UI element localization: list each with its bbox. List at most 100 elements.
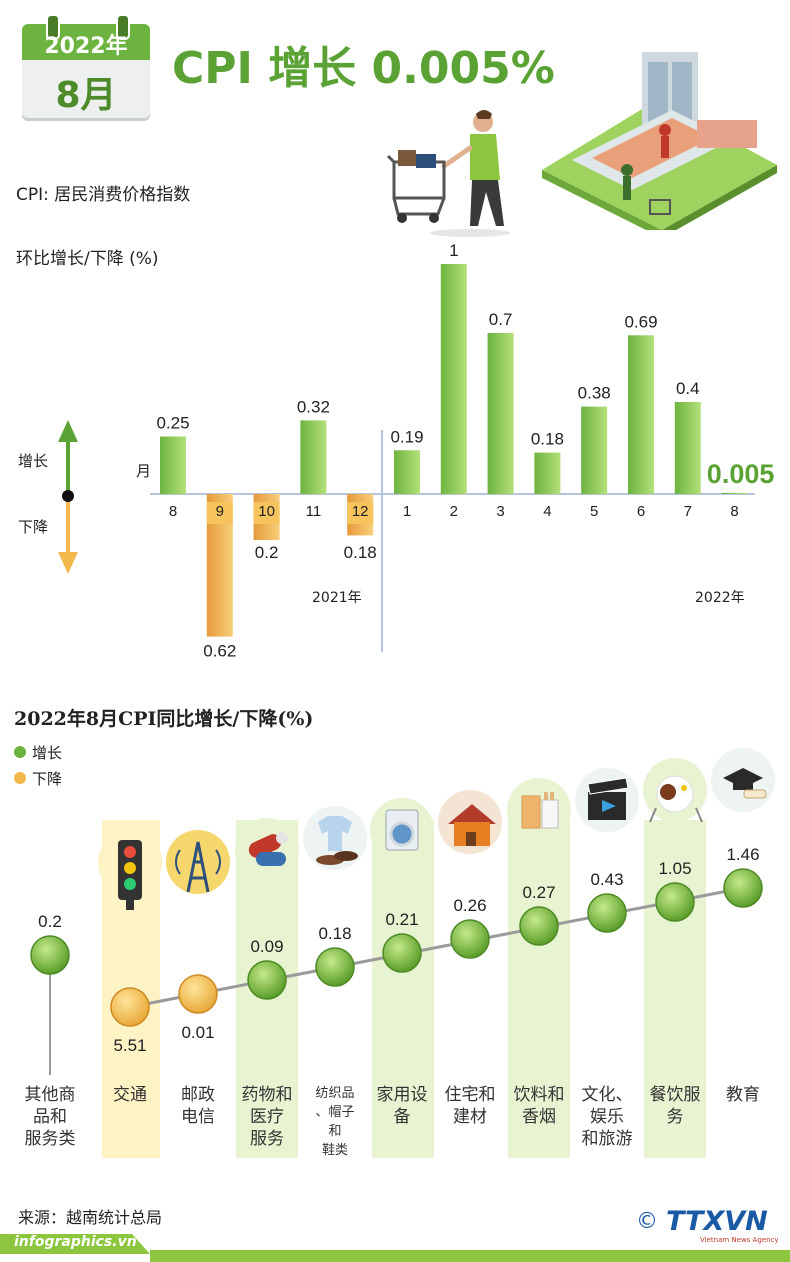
down-arrow-icon — [58, 552, 78, 574]
shopping-cart-icon — [386, 110, 510, 237]
bar-10 — [628, 335, 654, 494]
food-plate-icon — [643, 758, 707, 823]
legend-decline-label: 下降 — [32, 770, 63, 788]
dot-5 — [382, 933, 422, 973]
month-tick-label: 2 — [450, 503, 458, 520]
dot-value-label: 0.18 — [318, 924, 351, 943]
category-label: 交通 — [95, 1084, 165, 1106]
radio-tower-icon — [166, 830, 230, 894]
category-label-line: 和 — [328, 1124, 342, 1139]
group-label-2022: 2022年 — [695, 590, 745, 606]
page-title: CPI 增长 0.005% — [172, 43, 555, 94]
dot-value-label: 0.27 — [522, 883, 555, 902]
dot-value-label: 0.26 — [453, 896, 486, 915]
film-clapper-icon — [575, 768, 639, 832]
dot-value-label: 0.09 — [250, 937, 283, 956]
highlight-stripe-household — [372, 820, 434, 1158]
bar-5 — [394, 450, 420, 494]
category-label-line: 餐饮服 — [649, 1085, 701, 1105]
site-link[interactable]: infographics.vn — [14, 1234, 137, 1250]
bar-value-label: 0.25 — [156, 414, 189, 433]
bar-7 — [487, 333, 514, 494]
legend-down-label: 下降 — [18, 518, 49, 536]
month-tick-label: 7 — [684, 503, 692, 520]
ttxvn-logo: TTXVN — [666, 1206, 768, 1237]
category-label-line: 务 — [666, 1107, 684, 1127]
dot-value-label: 5.51 — [113, 1036, 146, 1055]
legend-growth-dot — [14, 746, 26, 758]
house-icon — [438, 790, 502, 854]
graduation-cap-icon — [711, 748, 775, 812]
tick-highlight — [347, 502, 374, 524]
category-label-line: 品和 — [33, 1107, 67, 1127]
category-label: 饮料和 香烟 — [504, 1084, 574, 1128]
month-tick-label: 1 — [403, 503, 411, 520]
dot-value-label: 0.21 — [385, 910, 418, 929]
mom-chart-title: 环比增长/下降 (%) — [16, 249, 159, 269]
washing-machine-icon — [370, 798, 434, 862]
category-label: 家用设备 — [367, 1084, 437, 1128]
calendar-badge: 2022年 8月 — [22, 14, 150, 122]
tick-highlight — [206, 502, 233, 524]
dot-4 — [315, 947, 355, 987]
category-label-line: 娱乐 — [590, 1107, 624, 1127]
category-label: 其他商 品和 服务类 — [15, 1084, 85, 1150]
category-label-line: 家用设 — [376, 1085, 428, 1105]
legend-up-label: 增长 — [18, 452, 49, 470]
calendar-month: 8月 — [55, 75, 117, 116]
category-label-line: 和旅游 — [581, 1129, 633, 1149]
bar-value-label: 0.69 — [624, 312, 657, 331]
dot-3 — [247, 960, 287, 1000]
dot-value-label: 0.43 — [590, 870, 623, 889]
dot-7 — [519, 906, 559, 946]
bar-value-label: 0.38 — [578, 384, 611, 403]
bar-value-label: 0.005 — [707, 459, 775, 489]
bar-value-label: 0.18 — [531, 430, 564, 449]
zero-dot — [62, 490, 74, 502]
category-label: 药物和 医疗 服务 — [232, 1084, 302, 1150]
dot-0 — [30, 935, 70, 975]
bar-value-label: 0.19 — [390, 427, 423, 446]
bar-12 — [721, 492, 748, 494]
bar-value-label: 0.4 — [676, 379, 700, 398]
group-label-2021: 2021年 — [312, 590, 362, 606]
drinks-cigarettes-icon — [507, 778, 571, 842]
category-label-line: 纺织品 — [315, 1086, 355, 1101]
dot-10 — [723, 868, 763, 908]
traffic-light-icon — [98, 830, 162, 910]
category-label-line: 住宅和 — [444, 1085, 496, 1105]
category-label-line: 教育 — [726, 1085, 760, 1105]
bar-11 — [674, 402, 701, 494]
category-label-line: 服务 — [250, 1129, 284, 1149]
month-tick-label: 6 — [637, 503, 645, 520]
category-label-line: 饮料和 — [513, 1085, 565, 1105]
category-label-line: 、帽子 — [315, 1105, 355, 1120]
month-tick-label: 5 — [590, 503, 598, 520]
category-label-line: 备 — [393, 1107, 411, 1127]
ttxvn-subtitle: Vietnam News Agency — [700, 1236, 779, 1244]
legend-decline-dot — [14, 772, 26, 784]
source-text: 来源：越南统计总局 — [18, 1208, 163, 1227]
month-tick-label: 9 — [216, 503, 224, 520]
category-label: 邮政 电信 — [163, 1084, 233, 1128]
calendar-year: 2022年 — [44, 34, 128, 59]
category-label: 教育 — [708, 1084, 778, 1106]
pills-icon — [235, 818, 299, 882]
legend-growth-label: 增长 — [32, 744, 63, 762]
month-tick-label: 8 — [169, 503, 177, 520]
month-tick-label: 8 — [730, 503, 738, 520]
bar-3 — [300, 420, 327, 494]
clothes-icon — [303, 806, 367, 870]
tick-highlight — [253, 502, 280, 524]
dot-value-label: 0.2 — [38, 912, 62, 931]
supermarket-icon — [542, 52, 777, 230]
footer-bar — [150, 1250, 790, 1262]
dot-value-label: 1.05 — [658, 859, 691, 878]
dot-value-label: 0.01 — [181, 1023, 214, 1042]
dot-1 — [110, 987, 150, 1027]
bar-value-label: 0.32 — [297, 397, 330, 416]
up-arrow-icon — [58, 420, 78, 442]
bar-value-label: 0.18 — [344, 543, 377, 562]
category-label: 文化、 娱乐 和旅游 — [572, 1084, 642, 1150]
